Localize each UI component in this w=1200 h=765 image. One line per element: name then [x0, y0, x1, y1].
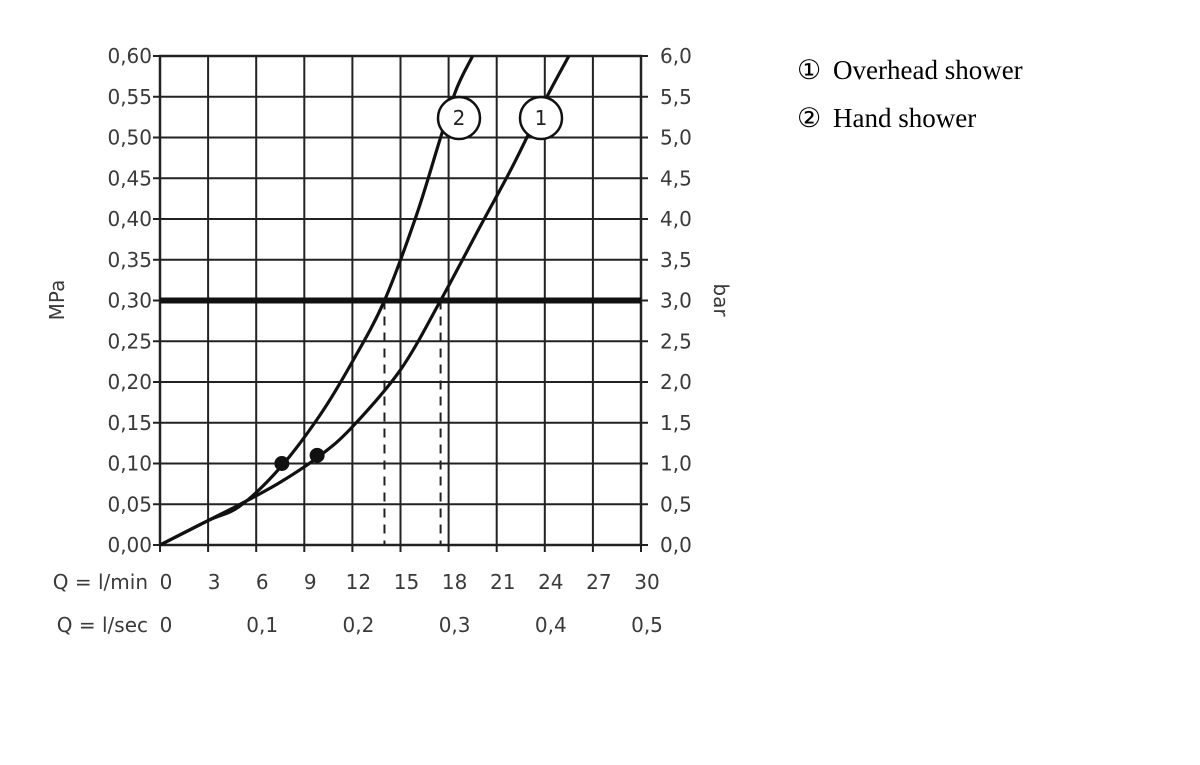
x-secondary-tick-label: 0,3: [439, 613, 471, 637]
legend-label: Overhead shower: [833, 55, 1023, 85]
y-right-tick-labels: 0,0 0,5 1,0 1,5 2,0 2,5 3,0 3,5 4,0 4,5 5,0 5,5 6,0: [660, 44, 692, 557]
curve-marker-label-2: 2: [453, 106, 466, 130]
x-primary-tick-label: 3: [208, 570, 221, 594]
x-primary-tick-labels: 0 3 6 9 12 15 18 21 24 27 30: [160, 570, 660, 594]
x-secondary-axis-label: Q = l/sec: [57, 613, 148, 637]
y-right-axis-label: bar: [709, 283, 733, 317]
y-right-tick-label: 1,5: [660, 411, 692, 435]
x-primary-tick-label: 30: [634, 570, 659, 594]
legend: ① Overhead shower ② Hand shower: [797, 52, 1023, 148]
y-right-tick-label: 5,5: [660, 85, 692, 109]
x-primary-tick-label: 18: [442, 570, 467, 594]
y-right-tick-label: 6,0: [660, 44, 692, 68]
curve-marker-circle-1: [518, 95, 564, 141]
x-secondary-tick-label: 0,1: [246, 613, 278, 637]
x-primary-tick-label: 27: [586, 570, 611, 594]
y-left-axis-label: MPa: [45, 280, 69, 321]
data-point-2: [274, 456, 290, 471]
y-left-tick-label: 0,35: [107, 248, 152, 272]
y-left-tick-label: 0,40: [107, 207, 152, 231]
drop-lines: [383, 300, 442, 545]
x-primary-tick-label: 0: [160, 570, 173, 594]
curve-marker-label-1: 1: [535, 106, 548, 130]
y-left-tick-label: 0,45: [107, 166, 152, 190]
y-right-tick-label: 0,0: [660, 533, 692, 557]
x-secondary-tick-label: 0,2: [342, 613, 374, 637]
curve-markers: 12: [436, 95, 564, 141]
y-right-tick-label: 5,0: [660, 126, 692, 150]
x-primary-axis-label: Q = l/min: [53, 570, 148, 594]
y-left-tick-label: 0,30: [107, 289, 152, 313]
y-right-tick-label: 0,5: [660, 492, 692, 516]
grid: [153, 54, 648, 552]
x-secondary-tick-label: 0: [160, 613, 173, 637]
y-right-tick-label: 1,0: [660, 452, 692, 476]
x-primary-tick-label: 21: [490, 570, 515, 594]
y-left-tick-labels: 0,00 0,05 0,10 0,15 0,20 0,25 0,30 0,35 0,40 0,45…: [107, 44, 152, 557]
y-right-tick-label: 4,0: [660, 207, 692, 231]
y-right-tick-label: 2,0: [660, 370, 692, 394]
y-left-tick-label: 0,20: [107, 370, 152, 394]
y-left-tick-label: 0,10: [107, 452, 152, 476]
legend-item-overhead-shower: ① Overhead shower: [797, 52, 1023, 100]
y-left-tick-label: 0,00: [107, 533, 152, 557]
y-right-tick-label: 3,0: [660, 289, 692, 313]
legend-marker-2: ②: [797, 103, 822, 133]
y-right-tick-label: 3,5: [660, 248, 692, 272]
y-right-tick-label: 4,5: [660, 166, 692, 190]
data-point-1: [309, 447, 325, 463]
y-left-tick-label: 0,25: [107, 329, 152, 353]
y-right-tick-label: 2,5: [660, 329, 692, 353]
legend-item-hand-shower: ② Hand shower: [797, 100, 1023, 148]
y-left-tick-label: 0,05: [107, 492, 152, 516]
y-left-tick-label: 0,15: [107, 411, 152, 435]
y-left-tick-label: 0,60: [107, 44, 152, 68]
x-primary-tick-label: 9: [304, 570, 317, 594]
y-left-tick-label: 0,50: [107, 126, 152, 150]
x-secondary-tick-label: 0,5: [631, 613, 663, 637]
y-left-tick-label: 0,55: [107, 85, 152, 109]
x-primary-tick-label: 12: [346, 570, 371, 594]
x-secondary-tick-labels: 0 0,1 0,2 0,3 0,4 0,5: [160, 613, 663, 637]
curve-marker-circle-2: [436, 95, 482, 141]
x-secondary-tick-label: 0,4: [535, 613, 567, 637]
x-primary-tick-label: 6: [256, 570, 269, 594]
points: [274, 447, 325, 471]
x-primary-tick-label: 15: [394, 570, 419, 594]
legend-label: Hand shower: [833, 103, 977, 133]
legend-marker-1: ①: [797, 55, 822, 85]
x-primary-tick-label: 24: [538, 570, 563, 594]
